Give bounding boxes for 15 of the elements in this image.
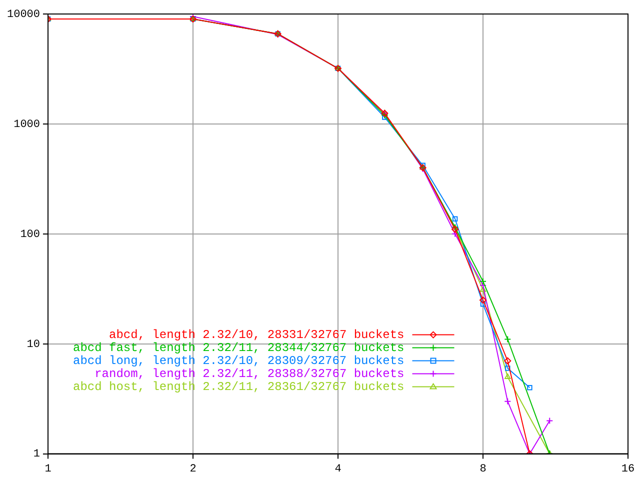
legend-label: abcd host, length 2.32/11, 28361/32767 buckets	[72, 380, 404, 394]
y-tick-label: 10	[26, 338, 40, 351]
x-tick-label: 1	[44, 463, 52, 476]
y-tick-label: 1000	[14, 118, 40, 131]
legend-label: abcd fast, length 2.32/11, 28344/32767 buckets	[72, 340, 404, 355]
legend-label: abcd, length 2.32/10, 28331/32767 buckets	[109, 328, 404, 342]
x-tick-label: 2	[190, 463, 196, 476]
y-tick-label: 10000	[6, 8, 40, 21]
legend-label: random, length 2.32/11, 28388/32767 buckets	[94, 366, 404, 381]
x-tick-label: 16	[621, 463, 635, 476]
y-tick-label: 100	[20, 228, 40, 241]
legend-label: abcd long, length 2.32/10, 28309/32767 buckets	[72, 354, 404, 368]
y-tick-label: 1	[33, 448, 40, 461]
x-tick-label: 4	[334, 463, 342, 476]
x-tick-label: 8	[480, 463, 486, 476]
